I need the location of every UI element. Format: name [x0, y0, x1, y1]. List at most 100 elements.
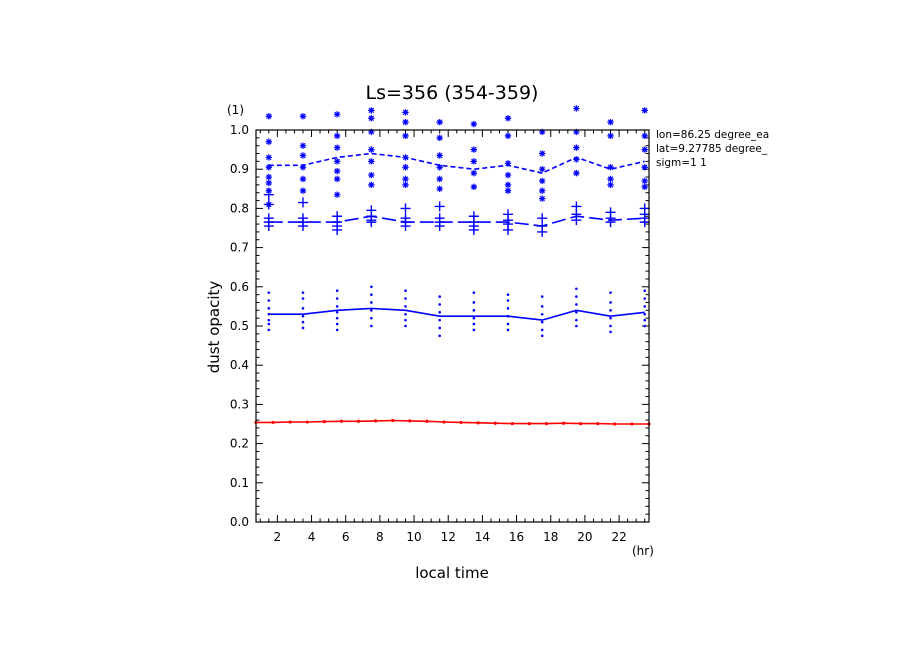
asterisk-marker: [368, 115, 375, 122]
dot-marker: [370, 316, 373, 320]
plus-marker: [434, 201, 445, 212]
dot-marker: [335, 305, 339, 308]
y-tick-label: 0.5: [230, 319, 249, 333]
asterisk-marker: [333, 132, 341, 140]
dot-marker: [643, 297, 647, 300]
x-tick-label: 8: [376, 530, 384, 544]
series-line-2: [268, 215, 645, 227]
asterisk-marker: [573, 169, 580, 177]
series-line-3: [268, 307, 645, 321]
asterisk-marker: [402, 175, 409, 183]
asterisk-marker: [641, 177, 648, 185]
dot-marker: [404, 318, 407, 322]
dot-marker: [609, 330, 612, 334]
y-tick-label: 0.4: [230, 358, 249, 372]
asterisk-marker: [641, 164, 648, 171]
series-line-1: [268, 152, 645, 174]
plus-marker: [297, 221, 308, 232]
info-lon: lon=86.25 degree_ea: [656, 129, 769, 141]
asterisk-marker: [470, 183, 478, 191]
axis-tick-labels: 0.0 0.1 0.2 0.3 0.4 0.5 0.6 0.7 0.8 0.9 1.0 2 4 6 8 10 1…: [230, 123, 627, 544]
asterisk-marker: [539, 187, 546, 194]
dot-marker: [301, 307, 305, 310]
asterisk-marker: [402, 181, 409, 189]
asterisk-marker: [299, 152, 307, 159]
dot-marker: [575, 303, 578, 306]
plus-marker: [503, 224, 514, 235]
y-tick-label: 0.9: [230, 162, 249, 176]
dot-marker: [267, 299, 271, 302]
series-point: [527, 422, 531, 426]
series-point: [356, 419, 361, 423]
asterisk-marker: [539, 128, 546, 136]
y-tick-label: 0.7: [230, 241, 249, 255]
asterisk-marker: [299, 175, 307, 183]
dot-marker: [609, 291, 612, 294]
dot-marker: [540, 305, 544, 308]
asterisk-marker: [265, 113, 273, 120]
dot-marker: [370, 293, 373, 296]
dot-marker: [609, 324, 612, 328]
dot-marker: [609, 309, 612, 312]
dot-marker: [438, 303, 441, 306]
series-point: [305, 420, 309, 424]
asterisk-marker: [436, 118, 443, 126]
dot-marker: [404, 305, 407, 308]
asterisk-marker: [333, 175, 341, 183]
asterisk-marker: [368, 146, 375, 153]
dot-scatter-group: [267, 285, 647, 338]
dot-marker: [370, 309, 373, 312]
dot-marker: [506, 322, 510, 326]
asterisk-marker: [607, 181, 614, 189]
asterisk-marker: [539, 166, 546, 173]
series-point: [579, 422, 583, 426]
dot-marker: [301, 314, 305, 318]
dot-marker: [609, 316, 612, 320]
asterisk-marker: [504, 160, 512, 167]
dot-marker: [472, 322, 476, 326]
asterisk-marker: [436, 152, 443, 159]
series-point: [476, 421, 480, 425]
dot-marker: [335, 310, 339, 314]
dot-marker: [643, 305, 647, 308]
dot-marker: [335, 316, 339, 320]
asterisk-marker: [641, 132, 648, 140]
plus-marker: [263, 199, 274, 210]
asterisk-marker: [607, 132, 614, 140]
dot-marker: [438, 326, 441, 330]
dot-marker: [575, 318, 578, 322]
asterisk-marker: [368, 181, 375, 189]
series-point: [391, 418, 395, 423]
y-tick-label: 0.8: [230, 201, 249, 215]
asterisk-marker: [402, 132, 409, 140]
dot-marker: [301, 326, 305, 330]
series-point: [288, 420, 292, 424]
dot-marker: [506, 299, 510, 302]
x-axis-label: local time: [415, 564, 489, 582]
asterisk-marker: [368, 128, 375, 136]
asterisk-marker: [265, 164, 273, 171]
dot-marker: [472, 309, 476, 312]
series-point: [408, 419, 412, 423]
dot-marker: [267, 318, 271, 322]
asterisk-marker: [402, 118, 409, 126]
asterisk-marker: [265, 138, 273, 145]
asterisk-marker: [368, 107, 375, 114]
dot-marker: [643, 318, 647, 322]
x-tick-label: 4: [308, 530, 316, 544]
plus-marker: [297, 197, 308, 208]
y-tick-label: 0.2: [230, 437, 249, 451]
y-tick-label: 1.0: [230, 123, 249, 137]
asterisk-marker: [470, 120, 478, 128]
y-tick-label: 0.1: [230, 476, 249, 490]
asterisk-marker: [436, 134, 443, 142]
x-tick-label: 6: [342, 530, 350, 544]
dot-marker: [540, 295, 544, 298]
dot-marker: [540, 334, 544, 338]
dot-marker: [575, 295, 578, 298]
series-point: [544, 422, 549, 426]
dot-marker: [301, 297, 305, 300]
series-point: [459, 420, 463, 425]
asterisk-marker: [333, 167, 341, 175]
